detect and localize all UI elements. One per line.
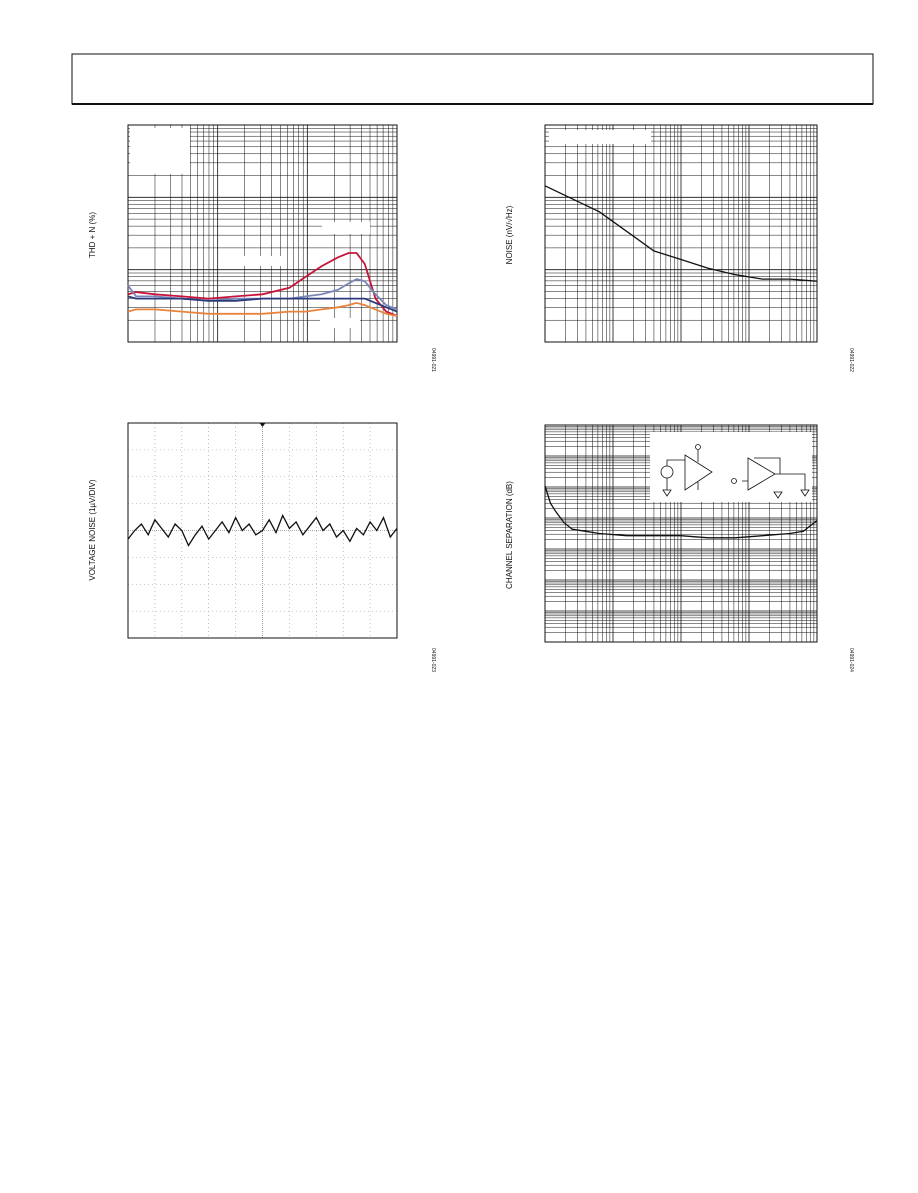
inset-box — [650, 432, 812, 502]
data-line — [127, 295, 398, 313]
wiring — [666, 450, 806, 491]
data-line — [127, 513, 398, 547]
y-axis-label: NOISE (nV/√Hz) — [505, 205, 514, 264]
y-axis-label: CHANNEL SEPARATION (dB) — [505, 481, 514, 589]
node — [695, 444, 701, 450]
figure-code: 04991-023 — [430, 648, 436, 672]
node — [731, 478, 737, 484]
legend-box — [549, 130, 651, 144]
trigger-marker — [259, 423, 266, 427]
figure-code: 04991-021 — [430, 348, 436, 372]
plot-frame — [127, 422, 398, 639]
figure-code: 04991-022 — [848, 348, 854, 372]
header-box — [71, 53, 874, 105]
plot-frame — [544, 124, 818, 343]
data-line — [544, 485, 818, 539]
op-amp — [684, 454, 713, 491]
data-line — [127, 252, 398, 317]
y-axis-label: THD + N (%) — [88, 212, 97, 258]
plot-frame — [544, 424, 818, 643]
annotation-box — [322, 222, 370, 234]
annotation-box — [320, 318, 360, 328]
figure-code: 04991-024 — [848, 648, 854, 672]
data-line — [544, 185, 818, 282]
plot-frame — [127, 124, 398, 343]
data-line — [127, 301, 398, 317]
circuit-diagram — [660, 444, 810, 499]
y-axis-label: VOLTAGE NOISE (1µV/DIV) — [88, 479, 97, 581]
legend-box — [130, 128, 190, 174]
annotation-box — [243, 256, 283, 266]
ground — [662, 489, 810, 499]
